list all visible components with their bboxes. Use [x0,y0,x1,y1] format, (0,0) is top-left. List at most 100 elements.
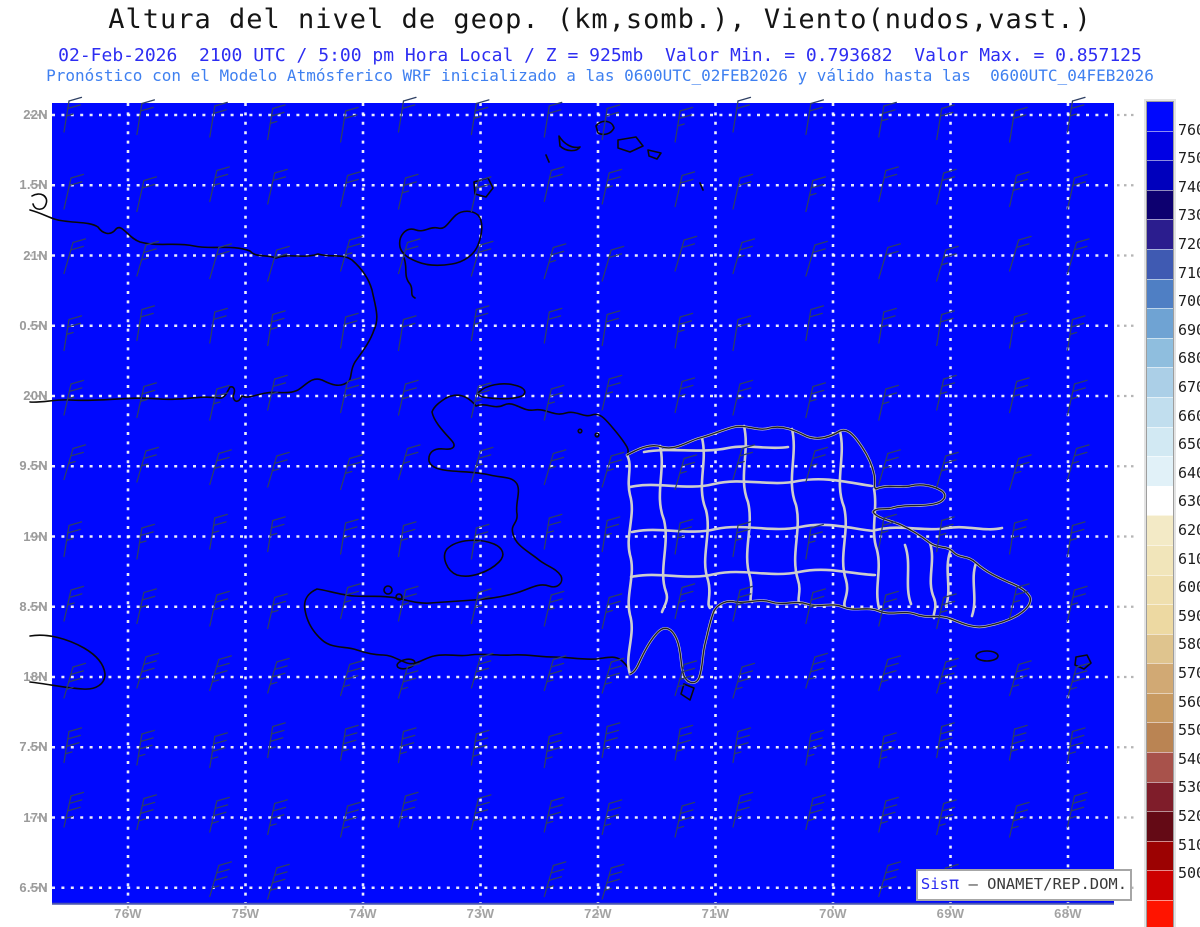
wind-barb [543,590,565,627]
colorbar [1146,101,1174,927]
wind-barb [1066,662,1090,699]
dominican-republic-coast [626,425,1032,684]
wind-barb [63,238,87,275]
y-axis-tick-label: 22N [23,107,48,122]
colorbar-segment [1147,160,1173,190]
wind-barb [543,449,567,486]
wind-barb [267,310,286,347]
colorbar-tick-label: 650 [1178,435,1200,454]
wind-barb [805,446,829,483]
wind-barb [339,518,359,555]
sispi-label: Sis [920,875,949,893]
wind-barb [209,101,228,138]
wind-barb [339,724,359,761]
wind-barb [674,312,694,349]
credit-box: Sisπ – ONAMET/REP.DOM. [916,869,1132,901]
cayemites-islet [395,593,403,601]
wind-barb [878,655,901,692]
wind-barb [732,444,756,481]
wind-barb [470,240,494,277]
wind-barb [878,796,899,833]
colorbar-tick-label: 520 [1178,807,1200,825]
wind-barb [601,657,625,694]
province-border [629,568,877,579]
colorbar-segment [1147,900,1173,927]
wind-barb [878,384,899,421]
wind-barb [805,652,829,689]
cuba-north-coast [29,193,378,382]
map-shaded-field [52,103,1114,903]
wind-barb [936,722,955,759]
colorbar-segment [1147,189,1173,220]
acklins-island [558,135,581,152]
mona-island [1074,654,1092,670]
wind-barb [267,245,290,282]
wind-barb [470,305,490,342]
wind-barb [1008,660,1032,697]
colorbar-segment [1147,544,1173,575]
colorbar-segment [1147,102,1173,131]
province-border [790,427,802,606]
colorbar-segment [1147,308,1173,338]
wind-barb [470,588,492,625]
wind-barb [63,315,83,352]
wind-barb [267,451,290,488]
wind-barb [470,382,492,419]
colorbar-tick-label: 530 [1178,778,1200,797]
y-axis-tick-label: 7.5N [19,739,48,755]
wind-barb [397,521,417,558]
wind-barb [878,307,897,344]
province-border [700,436,712,610]
wind-barb [470,729,490,766]
turks-island [647,149,662,160]
colorbar-tick-label: 700 [1178,292,1200,311]
wind-barb [397,96,417,133]
wind-barb [136,176,158,213]
wind-barb [267,863,290,900]
colorbar-tick-label: 600 [1178,578,1200,597]
colorbar-tick-label: 750 [1178,149,1200,168]
beata-island [680,683,695,701]
wind-barb [136,305,156,342]
wind-barb [1008,312,1028,349]
wind-barb [397,791,419,828]
wind-barb [397,585,419,622]
wind-barb [805,794,827,831]
colorbar-segment [1147,840,1173,871]
wind-barbs [63,96,1090,900]
wind-barb [805,382,827,419]
wind-barb [339,312,359,349]
wind-barb [732,238,756,275]
wind-barb [209,796,230,833]
colorbar-tick-label: 630 [1178,492,1200,511]
province-border [944,550,952,608]
wind-barb [936,799,957,836]
colorbar-segment [1147,485,1173,516]
jamaica-east-tip [29,634,106,690]
wind-barb [63,379,85,416]
province-border [658,444,669,614]
wind-barb [732,791,754,828]
dr-coastline [626,425,1032,684]
wind-barb [1008,518,1028,555]
wind-barb [1008,106,1028,143]
wind-barb [1008,377,1030,414]
wind-barb [470,176,492,213]
province-border [928,541,937,620]
colorbar-segment [1147,515,1173,545]
province-border [872,487,881,610]
wind-barb [1066,521,1086,558]
wind-barb [209,513,228,550]
province-border [742,424,754,604]
wind-barb [601,593,623,630]
wind-barb [674,377,696,414]
wind-barb [1008,454,1032,491]
wind-barb [732,521,752,558]
wind-barb [339,106,359,143]
margin-ticks [30,113,1138,917]
colorbar-segment [1147,367,1173,397]
wind-barb [209,307,228,344]
wind-barb [601,451,625,488]
colorbar-tick-label: 570 [1178,664,1200,682]
